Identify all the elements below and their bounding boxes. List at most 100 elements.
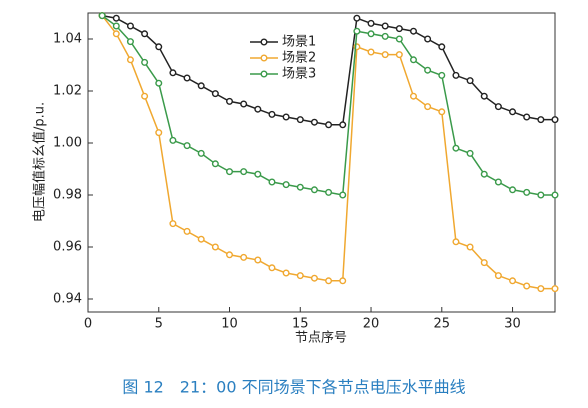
data-point — [452, 144, 460, 152]
x-axis-label: 节点序号 — [295, 331, 347, 346]
x-tick-label: 20 — [363, 317, 380, 332]
y-tick-label: 0.96 — [53, 240, 82, 255]
x-tick-label: 0 — [84, 317, 92, 332]
series-line — [101, 14, 555, 196]
data-point — [310, 186, 318, 194]
data-point — [183, 142, 191, 150]
data-point — [197, 149, 205, 157]
data-point — [494, 178, 502, 186]
y-tick-label: 1.04 — [53, 32, 82, 47]
data-point — [381, 22, 389, 30]
data-point — [325, 188, 333, 196]
data-point — [424, 35, 432, 43]
data-point — [183, 227, 191, 235]
data-point — [141, 30, 149, 38]
data-point — [282, 181, 290, 189]
data-point — [509, 186, 517, 194]
data-point — [367, 30, 375, 38]
data-point — [155, 43, 163, 51]
data-point — [381, 32, 389, 40]
data-point — [211, 160, 219, 168]
data-point — [155, 79, 163, 87]
legend-marker — [260, 70, 268, 78]
x-tick-label: 30 — [504, 317, 521, 332]
series-line — [101, 15, 555, 290]
data-point — [282, 113, 290, 121]
data-point — [537, 191, 545, 199]
data-point — [409, 92, 417, 100]
data-point — [226, 168, 234, 176]
data-point — [296, 116, 304, 124]
data-point — [126, 56, 134, 64]
x-tick-label: 5 — [155, 317, 163, 332]
data-point — [197, 82, 205, 90]
data-point — [254, 105, 262, 113]
data-point — [409, 56, 417, 64]
x-tick-label: 25 — [434, 317, 451, 332]
data-point — [367, 48, 375, 56]
data-point — [240, 253, 248, 261]
data-point — [226, 97, 234, 105]
data-point — [438, 43, 446, 51]
legend-label: 场景2 — [282, 51, 316, 66]
data-point — [381, 51, 389, 59]
data-point — [551, 191, 559, 199]
data-point — [452, 238, 460, 246]
data-point — [296, 183, 304, 191]
data-point — [537, 116, 545, 124]
data-point — [395, 51, 403, 59]
data-point — [141, 92, 149, 100]
legend-label: 场景3 — [282, 67, 316, 82]
data-point — [339, 121, 347, 129]
y-tick-label: 1.02 — [53, 84, 82, 99]
data-point — [452, 71, 460, 79]
data-point — [155, 129, 163, 137]
data-point — [537, 285, 545, 293]
data-point — [409, 27, 417, 35]
data-point — [226, 251, 234, 259]
data-point — [310, 274, 318, 282]
plot-frame — [87, 12, 556, 313]
data-point — [480, 259, 488, 267]
data-point — [126, 38, 134, 46]
y-axis-label: 电压幅值标幺值/p.u. — [32, 102, 48, 222]
data-point — [395, 25, 403, 33]
data-point — [169, 136, 177, 144]
data-point — [112, 14, 120, 22]
data-point — [367, 19, 375, 27]
data-point — [551, 285, 559, 293]
x-tick-label: 15 — [292, 317, 309, 332]
data-point — [197, 235, 205, 243]
data-point — [509, 277, 517, 285]
data-point — [339, 191, 347, 199]
data-point — [169, 69, 177, 77]
data-point — [480, 170, 488, 178]
series-line — [102, 14, 555, 126]
data-point — [211, 90, 219, 98]
data-point — [494, 103, 502, 111]
legend-label: 场景1 — [282, 35, 316, 50]
data-point — [310, 118, 318, 126]
x-tick-label: 10 — [221, 317, 238, 332]
data-point — [523, 113, 531, 121]
data-point — [480, 92, 488, 100]
data-point — [268, 264, 276, 272]
y-tick-label: 0.94 — [53, 292, 82, 307]
y-tick-label: 0.98 — [53, 188, 82, 203]
caption: 图 12 21：00 不同场景下各节点电压水平曲线 — [122, 378, 465, 397]
data-point — [353, 27, 361, 35]
data-point — [509, 108, 517, 116]
data-point — [254, 256, 262, 264]
data-point — [494, 272, 502, 280]
data-point — [240, 168, 248, 176]
data-point — [126, 22, 134, 30]
data-point — [353, 14, 361, 22]
legend-marker — [260, 54, 268, 62]
y-tick-label: 1.00 — [53, 136, 82, 151]
data-point — [424, 66, 432, 74]
data-point — [339, 277, 347, 285]
data-point — [466, 149, 474, 157]
data-point — [325, 277, 333, 285]
data-point — [282, 269, 290, 277]
